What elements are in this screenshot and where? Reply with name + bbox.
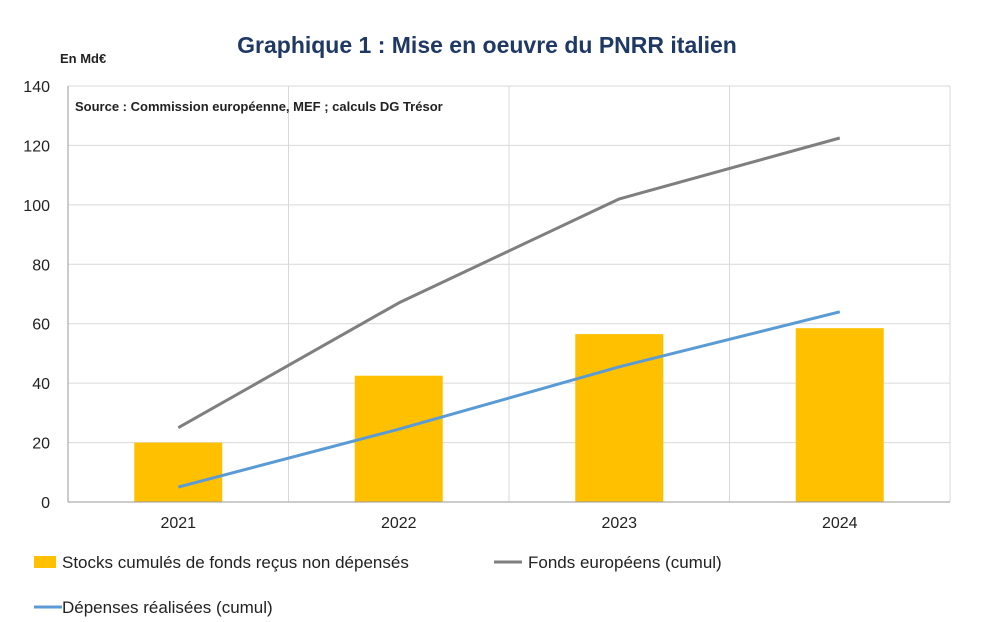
axes xyxy=(67,86,950,503)
series-line xyxy=(177,310,841,489)
y-tick-label: 60 xyxy=(32,317,50,334)
y-tick-label: 100 xyxy=(23,198,50,215)
bar xyxy=(354,375,443,502)
legend: Stocks cumulés de fonds reçus non dépens… xyxy=(34,553,722,617)
y-tick-label: 80 xyxy=(32,257,50,274)
y-tick-label: 40 xyxy=(32,376,50,393)
line-series xyxy=(177,136,841,489)
legend-label-depenses: Dépenses réalisées (cumul) xyxy=(62,598,273,617)
chart-title: Graphique 1 : Mise en oeuvre du PNRR ita… xyxy=(237,32,737,58)
x-tick-label: 2024 xyxy=(822,515,858,532)
x-tick-label: 2022 xyxy=(381,515,417,532)
legend-swatch-bar xyxy=(34,556,56,568)
x-tick-label: 2023 xyxy=(601,515,637,532)
bar xyxy=(575,334,664,502)
y-tick-label: 120 xyxy=(23,138,50,155)
x-axis-ticks: 2021 2022 2023 2024 xyxy=(160,515,857,532)
plot-area: 0 20 40 60 80 100 120 140 2021 2022 2023 2024 xyxy=(23,79,951,532)
legend-label-fonds: Fonds européens (cumul) xyxy=(528,553,722,572)
y-axis-ticks: 0 20 40 60 80 100 120 140 xyxy=(23,79,50,512)
x-tick-label: 2021 xyxy=(160,515,196,532)
source-note: Source : Commission européenne, MEF ; ca… xyxy=(75,99,443,114)
gridlines xyxy=(68,85,951,502)
y-unit-label: En Md€ xyxy=(60,51,106,66)
y-tick-label: 20 xyxy=(32,436,50,453)
y-tick-label: 0 xyxy=(41,495,50,512)
bar xyxy=(795,328,884,502)
bar-series xyxy=(134,328,884,502)
series-line xyxy=(177,136,841,430)
y-tick-label: 140 xyxy=(23,79,50,96)
bar xyxy=(134,442,223,502)
legend-label-stocks: Stocks cumulés de fonds reçus non dépens… xyxy=(62,553,409,572)
